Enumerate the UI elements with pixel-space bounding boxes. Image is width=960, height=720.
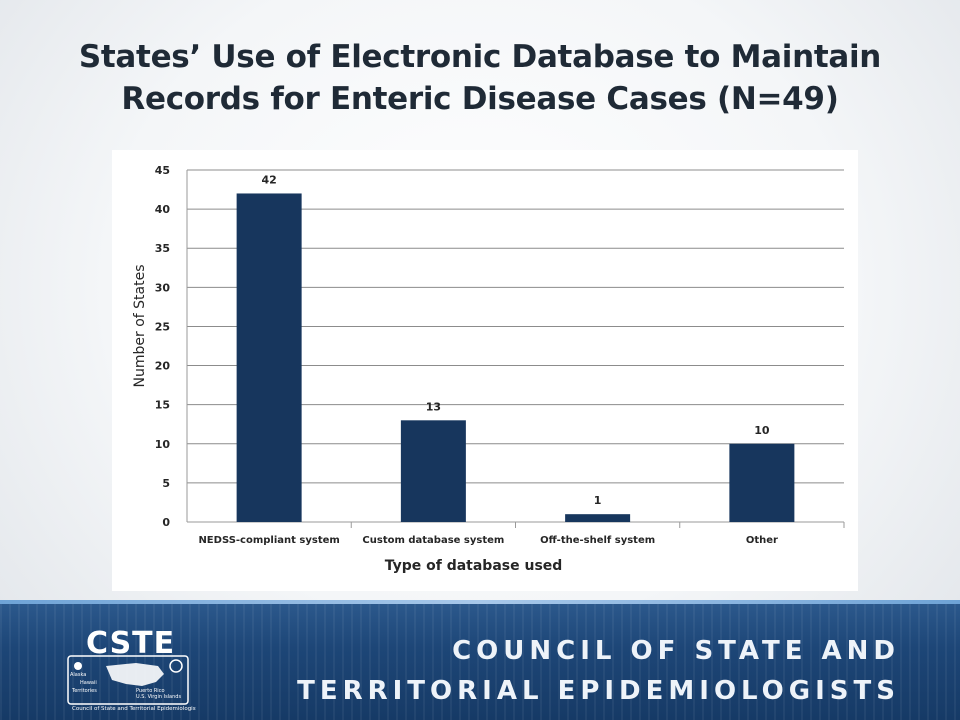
- data-label: 13: [426, 400, 441, 413]
- x-tick-label: NEDSS-compliant system: [198, 535, 339, 546]
- cste-logo: CSTE Alaska Hawaii Territories Puerto Ri…: [66, 626, 196, 712]
- bar: [729, 443, 795, 522]
- logo-label: Hawaii: [80, 680, 97, 686]
- y-tick-label: 35: [155, 242, 170, 255]
- y-axis-title: Number of States: [132, 265, 148, 388]
- cste-logo-text: CSTE: [86, 626, 176, 661]
- x-tick-label: Off-the-shelf system: [540, 535, 655, 546]
- y-tick-label: 30: [155, 281, 171, 294]
- data-label: 10: [754, 424, 770, 437]
- logo-label: Puerto Rico: [136, 688, 165, 694]
- y-tick-label: 0: [162, 516, 170, 529]
- x-tick-label: Other: [746, 535, 778, 546]
- org-name-line1: COUNCIL OF STATE AND: [452, 636, 900, 666]
- bar: [400, 420, 466, 522]
- slide-title-line1: States’ Use of Electronic Database to Ma…: [78, 39, 882, 75]
- logo-label: U.S. Virgin Islands: [136, 694, 181, 700]
- y-tick-label: 10: [155, 438, 171, 451]
- footer-band: [0, 600, 960, 720]
- footer-divider: [0, 600, 960, 604]
- slide-title: States’ Use of Electronic Database to Ma…: [0, 36, 960, 120]
- y-tick-label: 45: [155, 164, 170, 177]
- y-tick-label: 5: [162, 477, 170, 490]
- bar-chart: 0 5 10 15 20 25 30 35 40 45 42 NEDSS-compliant syst…: [132, 164, 845, 574]
- logo-caption: Council of State and Territorial Epidemi…: [72, 706, 196, 712]
- y-tick-label: 25: [155, 320, 170, 333]
- bar: [565, 514, 631, 522]
- logo-label: Alaska: [70, 672, 86, 678]
- x-tick-label: Custom database system: [362, 535, 504, 546]
- y-tick-label: 15: [155, 399, 170, 412]
- bar: [236, 193, 302, 522]
- chart-panel: 0 5 10 15 20 25 30 35 40 45 42 NEDSS-compliant syst…: [112, 150, 858, 591]
- org-name-line2: TERRITORIAL EPIDEMIOLOGISTS: [297, 676, 900, 706]
- y-tick-label: 40: [155, 203, 171, 216]
- data-label: 1: [594, 494, 602, 507]
- y-tick-label: 20: [155, 360, 171, 373]
- x-axis-title: Type of database used: [385, 558, 563, 574]
- slide-title-line2: Records for Enteric Disease Cases (N=49): [121, 81, 839, 117]
- cste-logo-graphic: Alaska Hawaii Territories Puerto Rico U.…: [67, 655, 196, 712]
- logo-label: Territories: [71, 688, 97, 694]
- data-label: 42: [261, 173, 276, 186]
